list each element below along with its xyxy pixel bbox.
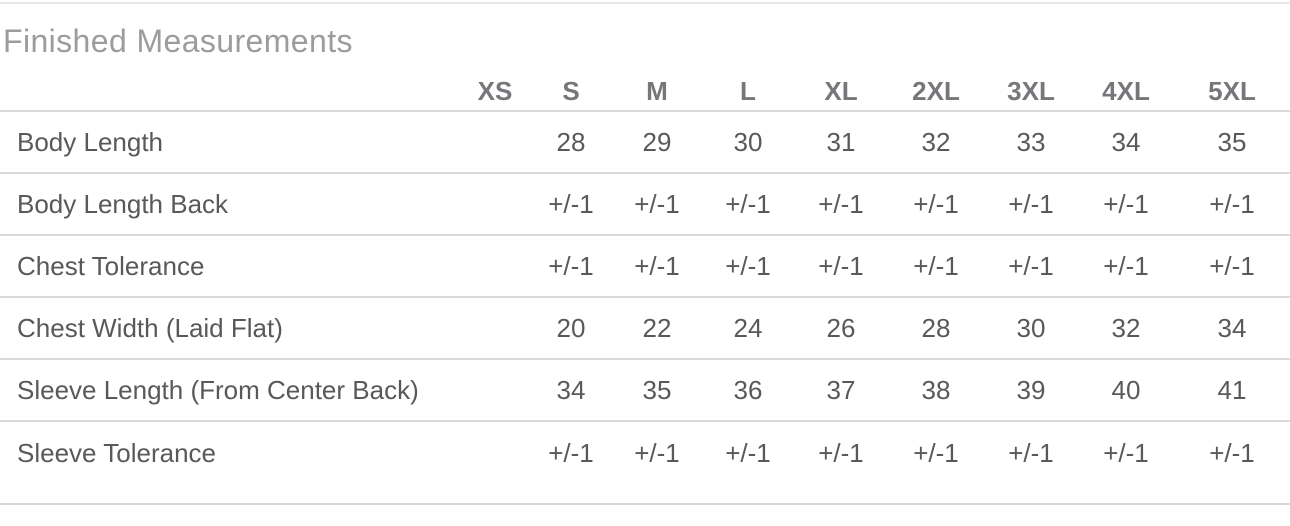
size-chart-table: XS S M L XL 2XL 3XL 4XL 5XL Body Length 28 29 30 31 3…: [0, 57, 1290, 505]
measurement-cell: 26: [794, 297, 888, 360]
measurement-cell: +/-1: [1174, 173, 1290, 236]
measurement-cell: +/-1: [530, 173, 612, 236]
size-column-header: M: [612, 57, 702, 112]
measurement-cell: 35: [612, 359, 702, 422]
measurement-cell: 22: [612, 297, 702, 360]
measurement-cell: +/-1: [794, 173, 888, 236]
measurement-row-label: Chest Tolerance: [0, 235, 460, 298]
size-column-header: 5XL: [1174, 57, 1290, 112]
measurement-cell: +/-1: [1174, 421, 1290, 505]
measurement-cell-empty: [460, 173, 530, 236]
measurement-row-label: Chest Width (Laid Flat): [0, 297, 460, 360]
measurement-cell: 29: [612, 111, 702, 174]
measurement-cell: +/-1: [888, 235, 984, 298]
measurement-cell: +/-1: [1174, 235, 1290, 298]
size-column-header: 3XL: [984, 57, 1078, 112]
measurement-row-label: Sleeve Tolerance: [0, 421, 460, 505]
size-column-header: S: [530, 57, 612, 112]
measurement-cell: +/-1: [984, 235, 1078, 298]
measurement-cell: +/-1: [1078, 173, 1174, 236]
measurement-cell: +/-1: [984, 421, 1078, 505]
size-column-header: L: [702, 57, 794, 112]
measurement-cell: 38: [888, 359, 984, 422]
size-column-header: 4XL: [1078, 57, 1174, 112]
size-chart-header: XS S M L XL 2XL 3XL 4XL 5XL: [0, 57, 1290, 112]
top-divider: [0, 2, 1290, 4]
measurement-cell: 34: [530, 359, 612, 422]
measurement-cell: 36: [702, 359, 794, 422]
measurement-cell: 39: [984, 359, 1078, 422]
measurement-cell: 33: [984, 111, 1078, 174]
measurement-cell: 40: [1078, 359, 1174, 422]
measurement-cell: 24: [702, 297, 794, 360]
measurement-row: Sleeve Tolerance +/-1 +/-1 +/-1 +/-1 +/-1 +/-1…: [0, 421, 1290, 505]
measurement-cell: +/-1: [702, 235, 794, 298]
measurement-cell-empty: [460, 421, 530, 505]
size-chart-body: Body Length 28 29 30 31 32 33 34 35 Body Length B…: [0, 111, 1290, 505]
measurement-cell: +/-1: [1078, 421, 1174, 505]
measurement-cell: +/-1: [530, 235, 612, 298]
size-column-header: XL: [794, 57, 888, 112]
measurement-cell: +/-1: [702, 421, 794, 505]
measurement-cell: +/-1: [984, 173, 1078, 236]
measurement-cell: 35: [1174, 111, 1290, 174]
measurement-cell-empty: [460, 235, 530, 298]
measurement-row: Body Length 28 29 30 31 32 33 34 35: [0, 111, 1290, 174]
measurement-cell: 28: [530, 111, 612, 174]
label-column-header: [0, 57, 460, 112]
measurement-cell: 31: [794, 111, 888, 174]
measurement-cell: 28: [888, 297, 984, 360]
measurement-cell: +/-1: [794, 421, 888, 505]
measurement-cell: 30: [702, 111, 794, 174]
measurement-cell: 34: [1174, 297, 1290, 360]
measurement-row: Sleeve Length (From Center Back) 34 35 36 37…: [0, 359, 1290, 422]
measurement-cell: 32: [1078, 297, 1174, 360]
measurement-cell: 34: [1078, 111, 1174, 174]
measurement-cell: +/-1: [702, 173, 794, 236]
measurement-row-label: Sleeve Length (From Center Back): [0, 359, 460, 422]
measurement-cell: 32: [888, 111, 984, 174]
measurement-cell-empty: [460, 359, 530, 422]
measurement-cell: +/-1: [530, 421, 612, 505]
measurement-row: Chest Tolerance +/-1 +/-1 +/-1 +/-1 +/-1 +/-1 +…: [0, 235, 1290, 298]
measurement-cell-empty: [460, 111, 530, 174]
measurement-cell: +/-1: [612, 235, 702, 298]
measurement-cell-empty: [460, 297, 530, 360]
measurement-cell: +/-1: [888, 173, 984, 236]
measurement-row: Body Length Back +/-1 +/-1 +/-1 +/-1 +/-1 +/-1…: [0, 173, 1290, 236]
measurement-cell: +/-1: [888, 421, 984, 505]
measurement-cell: +/-1: [794, 235, 888, 298]
measurement-row-label: Body Length Back: [0, 173, 460, 236]
size-column-header: XS: [460, 57, 530, 112]
measurement-cell: +/-1: [1078, 235, 1174, 298]
section-title: Finished Measurements: [3, 23, 353, 59]
measurement-cell: +/-1: [612, 421, 702, 505]
measurement-row-label: Body Length: [0, 111, 460, 174]
measurement-cell: 41: [1174, 359, 1290, 422]
measurement-cell: 20: [530, 297, 612, 360]
measurement-row: Chest Width (Laid Flat) 20 22 24 26 28 30 32 34: [0, 297, 1290, 360]
measurement-cell: 37: [794, 359, 888, 422]
measurement-cell: +/-1: [612, 173, 702, 236]
size-column-header: 2XL: [888, 57, 984, 112]
measurement-cell: 30: [984, 297, 1078, 360]
size-header-row: XS S M L XL 2XL 3XL 4XL 5XL: [0, 57, 1290, 112]
